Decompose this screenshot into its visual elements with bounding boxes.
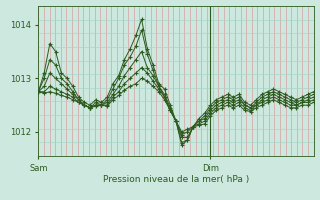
X-axis label: Pression niveau de la mer( hPa ): Pression niveau de la mer( hPa ) — [103, 175, 249, 184]
